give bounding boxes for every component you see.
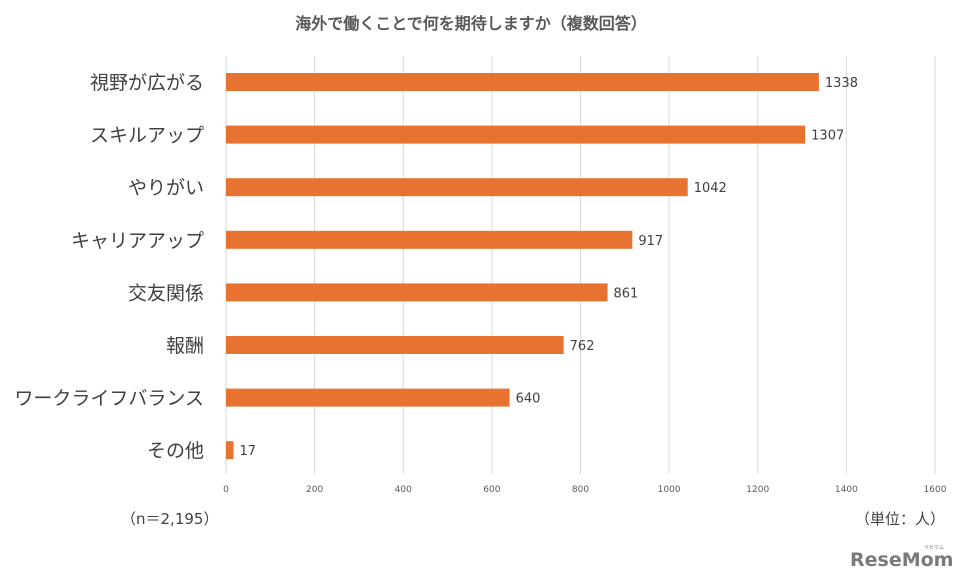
bar <box>226 178 688 197</box>
data-label: 762 <box>570 339 595 354</box>
bar <box>226 283 608 302</box>
x-tick-label: 0 <box>223 485 229 495</box>
bar <box>226 230 633 249</box>
category-label: キャリアアップ <box>71 230 204 252</box>
category-label: その他 <box>147 440 204 462</box>
data-label: 1042 <box>694 181 727 196</box>
bar <box>226 73 819 91</box>
data-label: 17 <box>240 444 257 459</box>
bars <box>226 73 819 460</box>
x-tick-label: 1600 <box>924 485 947 495</box>
category-labels: 視野が広がるスキルアップやりがいキャリアアップ交友関係報酬ワークライフバランスそ… <box>14 72 204 462</box>
data-label: 861 <box>614 286 639 301</box>
x-tick-label: 200 <box>306 485 323 495</box>
bar <box>226 441 234 460</box>
x-tick-label: 400 <box>395 485 412 495</box>
logo-kana: リセマム <box>924 545 944 551</box>
unit-note: （単位：人） <box>855 510 945 528</box>
sample-size-note: （n＝2,195） <box>121 510 218 528</box>
category-label: ワークライフバランス <box>14 388 204 410</box>
logo: ReseMom リセマム <box>850 545 953 571</box>
x-tick-label: 1200 <box>746 485 769 495</box>
data-label: 1338 <box>825 76 858 91</box>
data-labels: 1338 1307 1042 917 861 762 640 17 <box>240 76 858 459</box>
bar <box>226 336 564 354</box>
category-label: 視野が広がる <box>90 72 204 94</box>
category-label: 交友関係 <box>128 282 204 304</box>
data-label: 1307 <box>811 129 844 144</box>
category-label: 報酬 <box>166 335 204 357</box>
category-label: スキルアップ <box>90 125 204 147</box>
x-axis-ticks: 0 200 400 600 800 1000 1200 1400 1600 <box>223 485 947 495</box>
data-label: 917 <box>638 234 663 249</box>
x-tick-label: 600 <box>483 485 500 495</box>
category-label: やりがい <box>128 177 204 199</box>
logo-text: ReseMom <box>850 549 953 571</box>
bar <box>226 388 510 407</box>
gridlines <box>225 56 936 474</box>
x-tick-label: 1400 <box>835 485 858 495</box>
data-label: 640 <box>516 392 541 407</box>
x-tick-label: 1000 <box>658 485 681 495</box>
bar <box>226 125 806 144</box>
chart-title: 海外で働くことで何を期待しますか（複数回答） <box>295 14 647 33</box>
x-tick-label: 800 <box>572 485 589 495</box>
